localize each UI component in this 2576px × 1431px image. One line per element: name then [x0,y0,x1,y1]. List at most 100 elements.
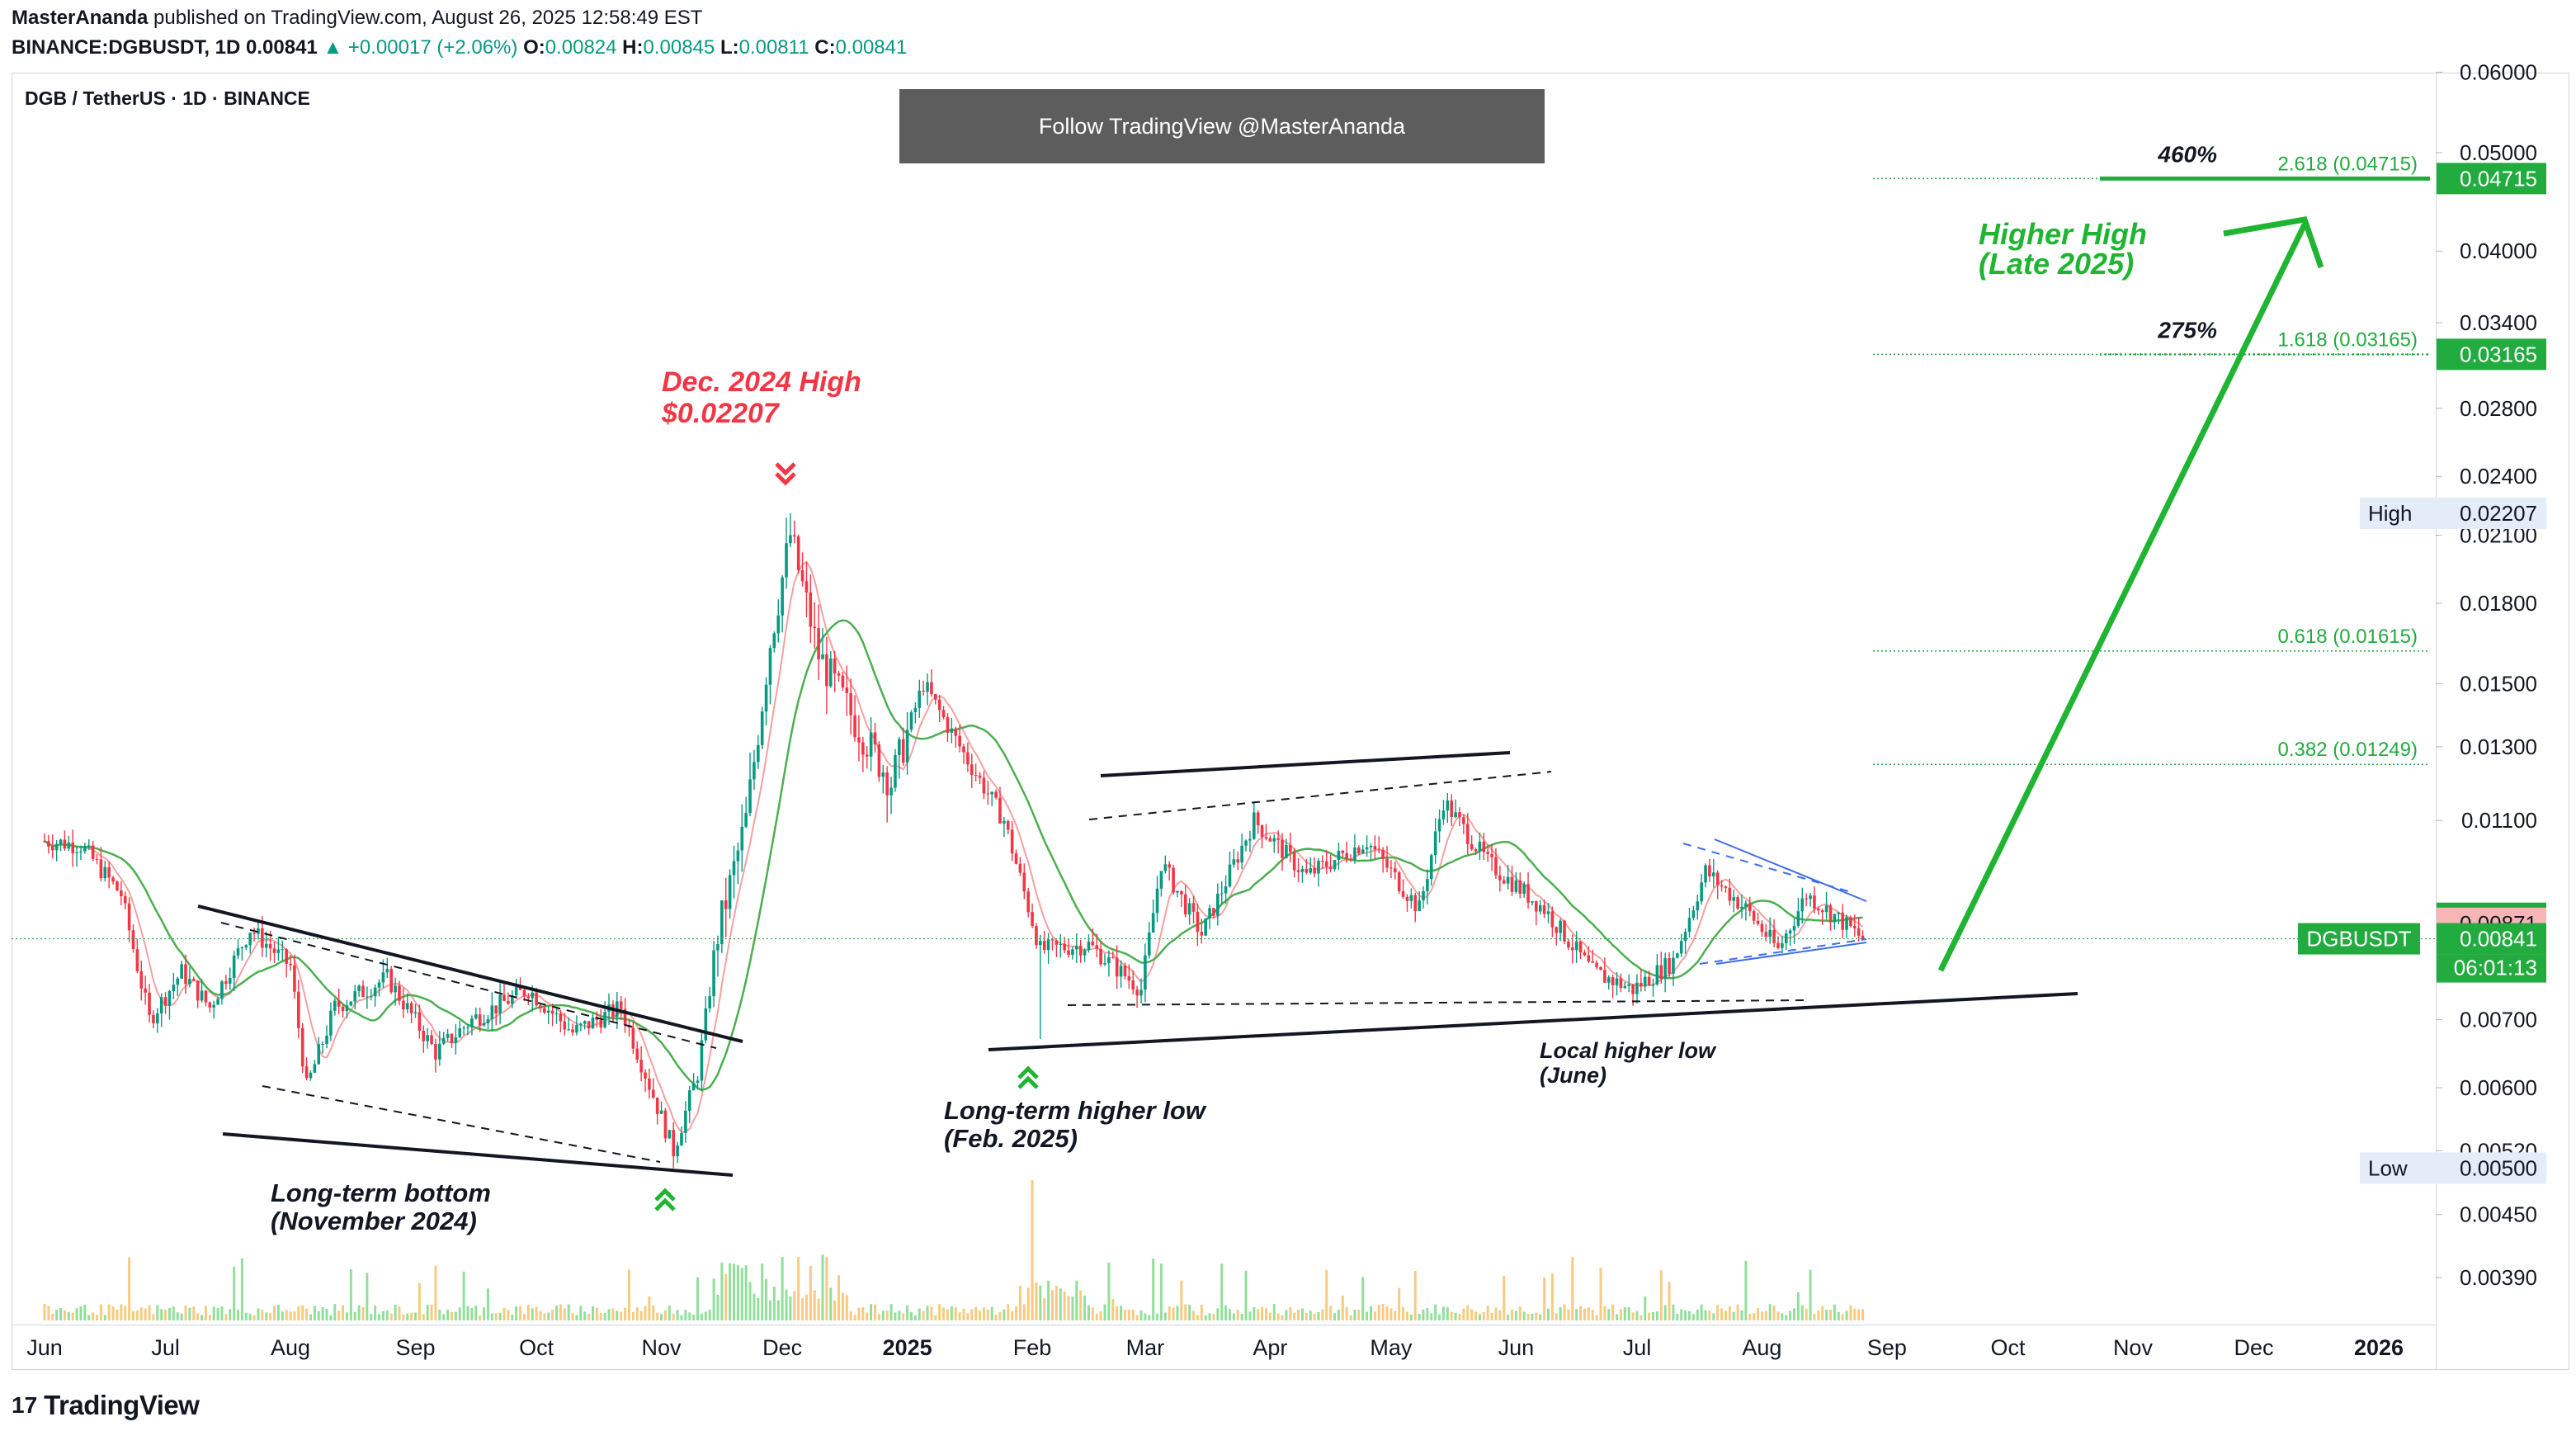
candle-body [1728,887,1732,901]
fib-level-label: 0.382 (0.01249) [2278,739,2418,761]
candle-body [321,1044,324,1046]
price-axis[interactable] [2436,73,2569,1370]
time-tick-label: Oct [1990,1335,2026,1360]
candle-body [361,985,365,997]
time-tick-label: Dec [2234,1335,2274,1360]
volume-bar [909,1311,913,1320]
candle-body [329,1010,333,1036]
volume-bar [1644,1296,1647,1320]
tradingview-logo[interactable]: 17 TradingView [12,1389,200,1422]
volume-bar [1616,1314,1619,1320]
candle-body [1639,982,1643,987]
candle-body [1715,872,1720,886]
volume-bar [107,1304,111,1320]
low-box-value: 0.00500 [2460,1155,2537,1180]
candle-body [1256,812,1260,826]
volume-bar [954,1306,957,1320]
annotation-higher-high: Higher High [1979,217,2147,251]
candle-body [1220,893,1224,895]
candle-body [1570,947,1574,951]
volume-bar [1740,1310,1743,1320]
candle-body [849,692,852,716]
candle-body [1087,941,1091,951]
time-tick-label: Feb [1013,1335,1052,1360]
volume-bar [748,1282,752,1320]
volume-bar [785,1289,788,1320]
volume-bar [974,1306,978,1320]
candle-body [1155,888,1159,914]
volume-bar [192,1306,196,1320]
volume-bar [1377,1305,1380,1320]
volume-bar [555,1306,559,1320]
volume-bar [757,1297,760,1320]
volume-bar [1063,1292,1066,1320]
candle-body [579,1023,583,1025]
volume-bar [1712,1313,1715,1320]
chart-pane[interactable] [12,73,2437,1370]
volume-bar [1526,1314,1530,1320]
volume-bar [1071,1296,1074,1320]
volume-bar [591,1306,594,1320]
volume-bar [1373,1311,1376,1320]
candle-body [402,1000,405,1010]
candle-body [1381,850,1385,859]
candle-body [1216,894,1220,916]
candle-body [1212,908,1215,916]
volume-bar [1232,1313,1235,1320]
candle-body [950,728,954,733]
candle-body [1635,982,1639,994]
volume-bar [624,1307,627,1320]
volume-bar [1655,1311,1658,1320]
volume-bar [761,1263,764,1320]
follow-banner[interactable]: Follow TradingView @MasterAnanda [899,89,1545,163]
candle-body [1490,853,1493,857]
candle-body [1377,849,1381,851]
candle-body [635,1048,639,1060]
candle-body [861,742,865,755]
candle-body [1083,950,1087,956]
volume-bar [740,1268,743,1320]
candle-body [398,985,401,1001]
candle-body [680,1133,683,1146]
volume-bar [1220,1263,1224,1320]
price-tick-label: 0.05000 [2460,140,2537,165]
volume-bar [781,1257,784,1320]
ohlc-line: BINANCE:DGBUSDT, 1D 0.00841 ▲ +0.00017 (… [12,36,907,59]
candle-body [772,633,776,649]
volume-bar [224,1314,228,1320]
candle-body [1683,932,1687,942]
volume-bar [75,1308,78,1320]
candle-body [148,992,151,1015]
volume-bar [180,1313,183,1320]
volume-bar [201,1315,204,1320]
volume-bar [700,1313,703,1320]
volume-bar [79,1306,83,1320]
countdown-label: 06:01:13 [2454,956,2537,980]
volume-bar [479,1315,482,1320]
candle-body [845,687,849,693]
volume-bar [55,1310,59,1320]
candle-body [748,779,752,814]
candle-body [1567,941,1570,948]
author-name[interactable]: MasterAnanda [12,7,149,29]
volume-bar [1696,1309,1699,1320]
volume-bar [833,1300,837,1320]
candle-body [753,762,756,780]
volume-bar [1760,1311,1763,1320]
volume-bar [1563,1304,1566,1320]
volume-bar [305,1308,309,1320]
candle-body [1647,976,1651,986]
trendline-dashed [1088,771,1552,820]
candle-body [1236,859,1240,863]
candle-body [817,628,820,659]
time-axis[interactable] [12,1325,2436,1369]
volume-bar [450,1311,453,1320]
candle-body [559,1013,563,1022]
candle-body [1768,929,1772,937]
volume-bar [1204,1315,1207,1320]
volume-bar [1720,1308,1724,1320]
candle-body [1796,911,1800,926]
candle-body [550,1010,554,1014]
volume-bar [616,1311,619,1320]
volume-bar [1764,1311,1767,1320]
